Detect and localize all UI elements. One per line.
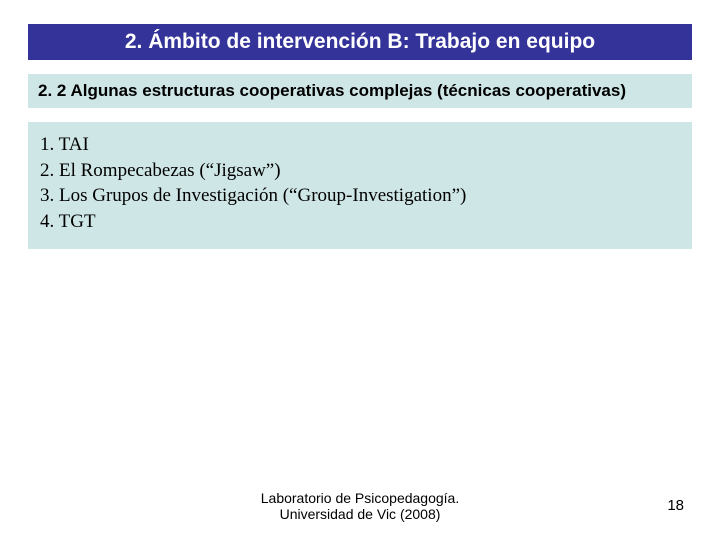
- footer: Laboratorio de Psicopedagogía. Universid…: [0, 490, 720, 522]
- subtitle-text: 2. 2 Algunas estructuras cooperativas co…: [38, 81, 626, 100]
- list-item: 4. TGT: [40, 209, 680, 235]
- subtitle-bar: 2. 2 Algunas estructuras cooperativas co…: [28, 74, 692, 108]
- list-item: 2. El Rompecabezas (“Jigsaw”): [40, 158, 680, 184]
- list-item: 1. TAI: [40, 132, 680, 158]
- list-box: 1. TAI 2. El Rompecabezas (“Jigsaw”) 3. …: [28, 122, 692, 249]
- slide: 2. Ámbito de intervención B: Trabajo en …: [0, 0, 720, 540]
- list-item: 3. Los Grupos de Investigación (“Group-I…: [40, 183, 680, 209]
- page-number: 18: [667, 497, 684, 514]
- footer-line-2: Universidad de Vic (2008): [0, 506, 720, 522]
- title-text: 2. Ámbito de intervención B: Trabajo en …: [125, 30, 595, 53]
- title-bar: 2. Ámbito de intervención B: Trabajo en …: [28, 24, 692, 60]
- footer-line-1: Laboratorio de Psicopedagogía.: [0, 490, 720, 506]
